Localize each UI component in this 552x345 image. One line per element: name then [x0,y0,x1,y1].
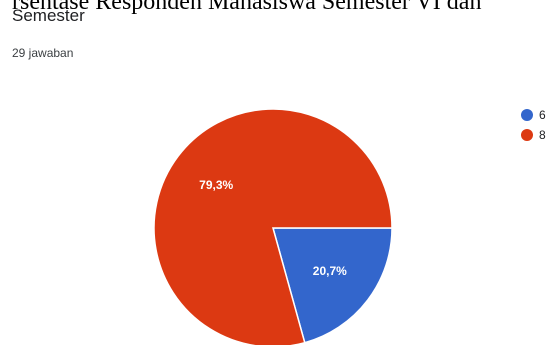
legend-swatch-8 [521,129,533,141]
chart-legend: 6 8 [521,105,552,145]
pie-slice-8[interactable] [153,108,393,345]
legend-item-8[interactable]: 8 [521,125,552,145]
legend-label-6: 6 [539,108,546,122]
pie-slice-label-8: 79,3% [199,178,233,192]
response-count: 29 jawaban [12,46,74,60]
overlay-heading: rsentase Responden Mahasiswa Semester VI… [12,0,482,15]
legend-label-8: 8 [539,128,546,142]
pie-slice-labels: 20,7% 79,3% [199,178,347,278]
legend-item-6[interactable]: 6 [521,105,552,125]
pie-slice-6[interactable] [272,227,393,344]
pie-slices [153,108,393,345]
legend-swatch-6 [521,109,533,121]
question-title: Semester [12,6,85,25]
pie-slice-label-6: 20,7% [313,264,347,278]
